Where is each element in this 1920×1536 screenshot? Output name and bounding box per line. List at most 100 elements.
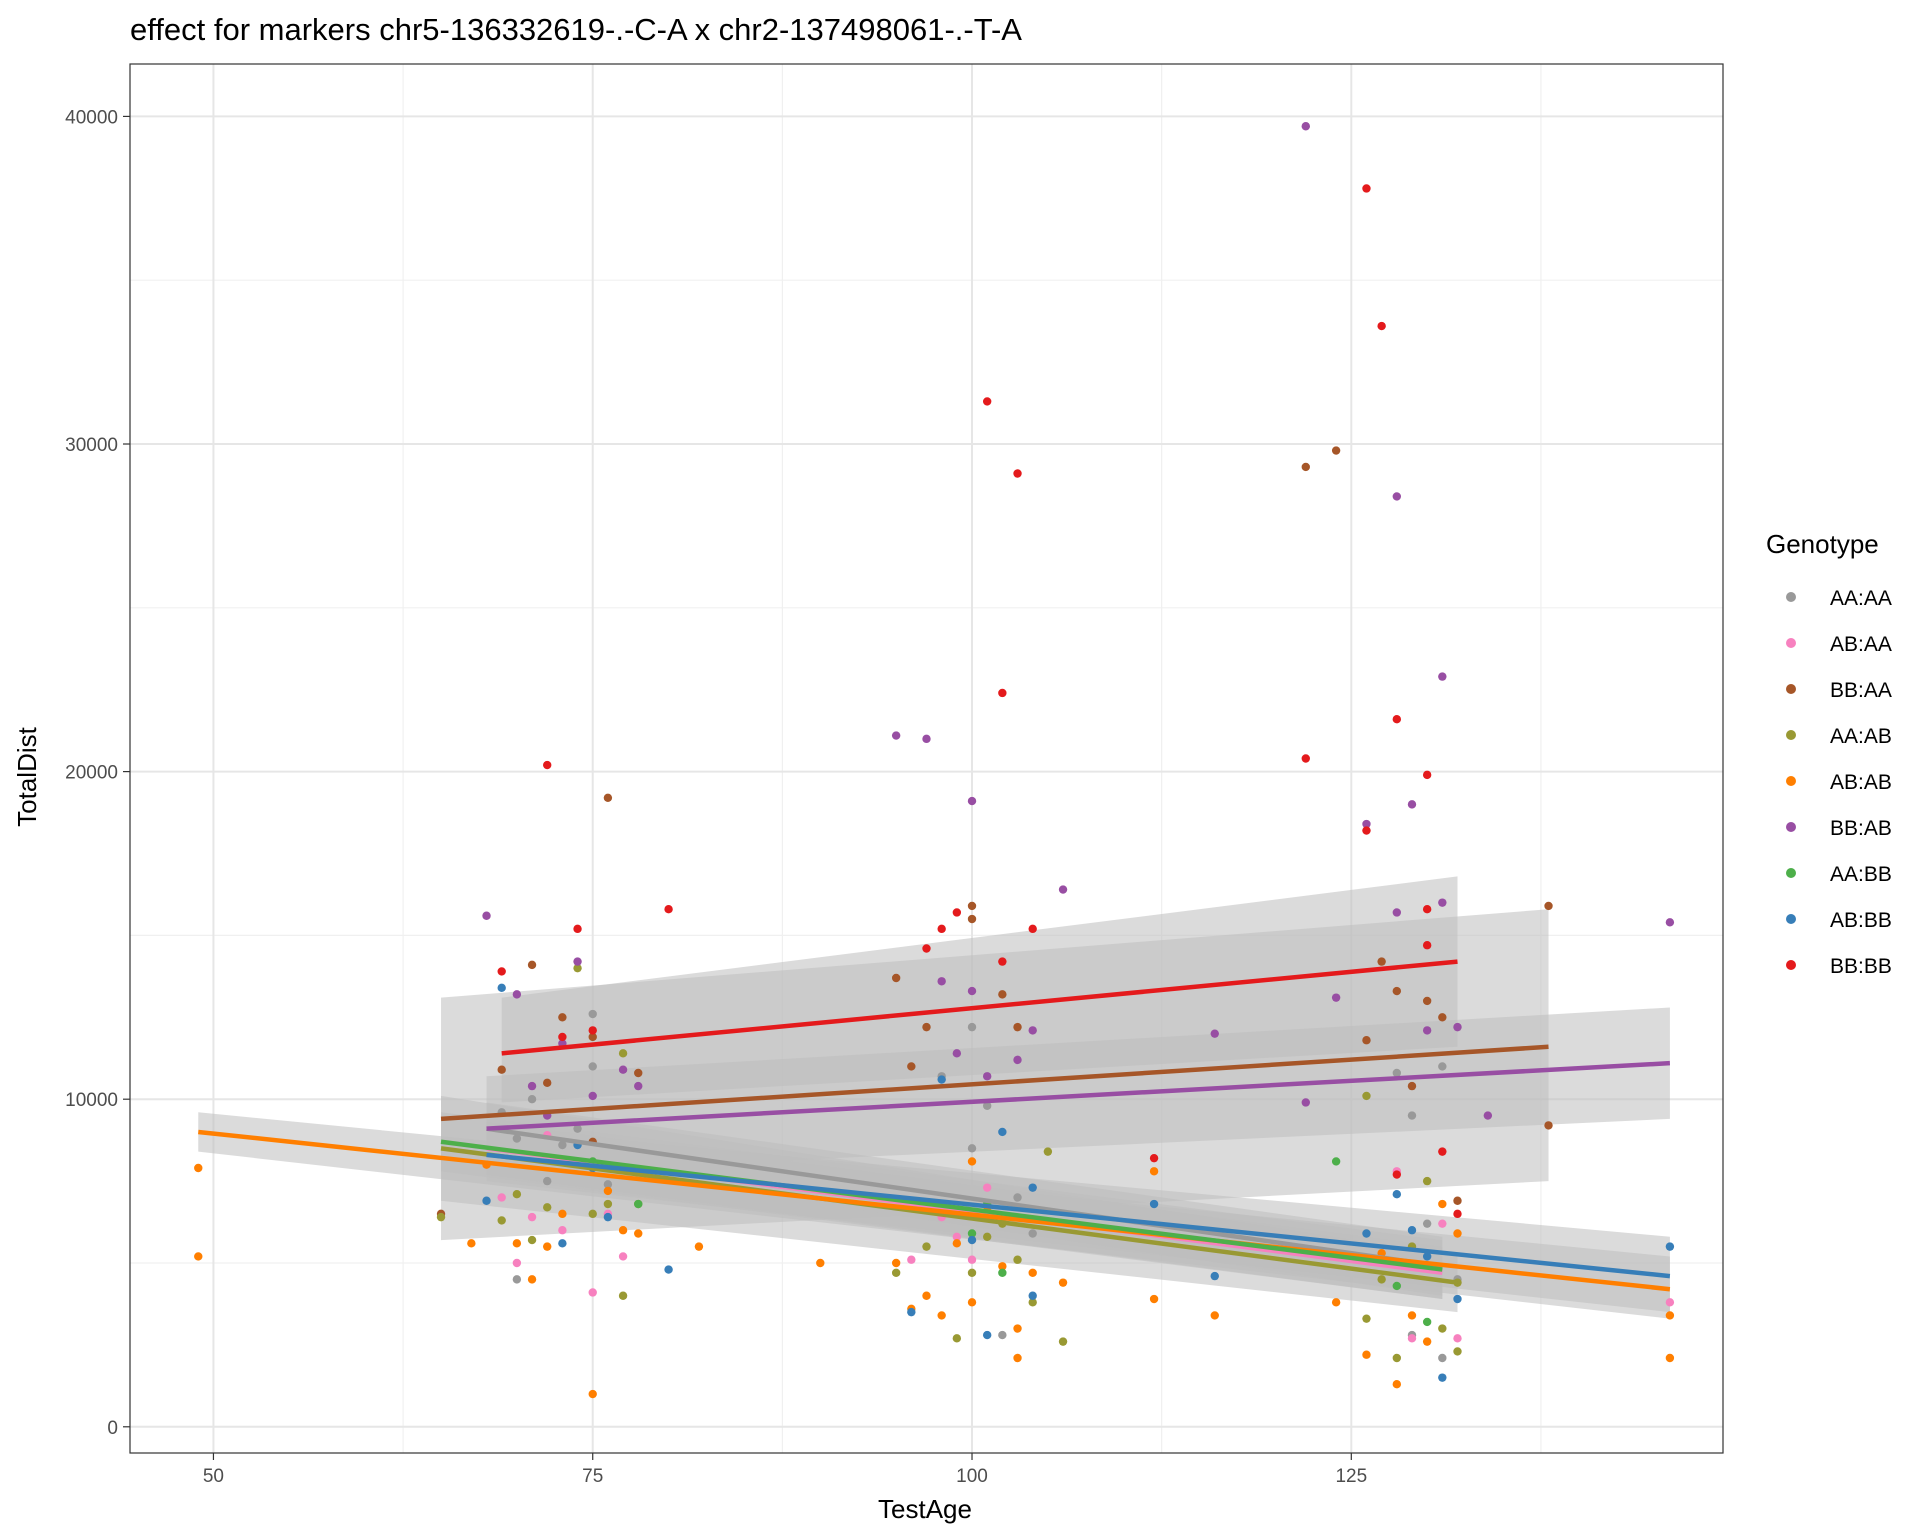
data-point: [1422, 1252, 1432, 1261]
fit-line: [501, 959, 1458, 1056]
data-point: [527, 1212, 537, 1222]
data-point: [891, 731, 901, 740]
data-point: [527, 960, 537, 970]
data-point: [588, 1026, 597, 1035]
data-point: [482, 911, 491, 920]
data-point: [694, 1242, 704, 1251]
data-point: [512, 1190, 522, 1199]
data-point: [1013, 1255, 1022, 1264]
data-point: [937, 1075, 946, 1084]
data-point: [1377, 321, 1386, 331]
data-point: [1422, 1176, 1432, 1186]
fit-line: [198, 1129, 1671, 1292]
data-point: [1362, 1229, 1371, 1238]
data-point: [664, 1265, 673, 1274]
data-point: [1028, 924, 1037, 934]
data-point: [1665, 1242, 1675, 1251]
data-point: [1301, 1098, 1310, 1107]
data-point: [573, 1124, 582, 1133]
data-point: [1392, 1353, 1402, 1363]
data-point: [907, 1255, 916, 1264]
y-tick-label: 20000: [65, 763, 118, 784]
data-point: [1422, 996, 1432, 1006]
data-point: [1407, 1334, 1417, 1343]
data-point: [1453, 1209, 1462, 1219]
data-point: [1453, 1294, 1462, 1304]
data-point: [558, 1239, 567, 1248]
data-point: [573, 924, 582, 934]
data-point: [1362, 826, 1371, 835]
data-point: [588, 1091, 597, 1101]
data-point: [1362, 1314, 1371, 1323]
data-point: [1438, 1199, 1447, 1209]
legend-label: AA:AB: [1830, 725, 1892, 748]
data-point: [1453, 1347, 1462, 1356]
data-point: [1013, 1193, 1022, 1202]
data-point: [558, 1140, 567, 1150]
data-point: [982, 1072, 992, 1081]
data-point: [1013, 469, 1022, 478]
data-point: [1210, 1311, 1219, 1320]
legend-label: AA:BB: [1830, 863, 1892, 886]
data-point: [543, 1176, 552, 1186]
data-point: [1028, 1229, 1037, 1238]
legend-key: [1786, 822, 1796, 832]
fit-line: [486, 1152, 1671, 1279]
data-point: [1407, 1226, 1417, 1235]
data-point: [967, 796, 977, 806]
legend-label: AB:AA: [1830, 633, 1892, 656]
data-point: [1058, 1278, 1068, 1287]
data-point: [1453, 1334, 1462, 1343]
data-point: [1392, 908, 1402, 917]
data-point: [1407, 1311, 1417, 1320]
legend: Genotype AA:AAAB:AABB:AAAA:ABAB:ABBB:ABA…: [1766, 529, 1892, 978]
legend-items: AA:AA AB:AA BB:AA AA:AB AB:AB BB:AB AA:BB AB:BB…: [1786, 587, 1892, 978]
data-point: [952, 1232, 962, 1241]
y-tick-label: 40000: [65, 107, 118, 128]
data-point: [1331, 993, 1341, 1002]
data-point: [573, 957, 582, 966]
data-point: [1544, 1121, 1553, 1130]
data-point: [967, 1229, 977, 1238]
data-point: [558, 1013, 567, 1022]
data-point: [952, 1239, 962, 1248]
data-point: [1392, 492, 1402, 501]
data-point: [967, 1235, 977, 1245]
data-point: [634, 1229, 643, 1238]
data-point: [816, 1258, 825, 1268]
data-point: [998, 1262, 1007, 1271]
data-point: [1149, 1153, 1159, 1163]
legend-key: [1786, 592, 1796, 602]
data-point: [1438, 672, 1447, 681]
legend-key: [1786, 914, 1796, 924]
data-point: [1438, 1219, 1447, 1228]
data-point: [1665, 1311, 1675, 1320]
x-tick-label: 50: [203, 1466, 224, 1487]
x-axis: 50 75 100 125: [203, 1453, 1367, 1487]
data-point: [967, 901, 977, 911]
legend-key: [1786, 868, 1796, 878]
data-point: [497, 983, 506, 993]
x-axis-title: TestAge: [878, 1494, 972, 1524]
data-point: [588, 1032, 597, 1042]
data-point: [588, 1288, 597, 1297]
data-point: [982, 1330, 992, 1340]
data-point: [527, 1275, 537, 1284]
fit-lines: [198, 959, 1671, 1292]
data-point: [922, 944, 931, 953]
data-point: [1362, 184, 1371, 193]
data-point: [1028, 1298, 1037, 1307]
y-tick-label: 30000: [65, 435, 118, 456]
data-point: [967, 914, 977, 924]
data-point: [482, 1196, 491, 1205]
data-point: [1331, 1298, 1341, 1307]
data-point: [543, 760, 552, 770]
data-point: [512, 1275, 522, 1284]
data-point: [967, 1144, 977, 1153]
data-point: [998, 1330, 1007, 1340]
fit-line: [486, 1126, 1443, 1269]
data-point: [527, 1235, 537, 1245]
data-point: [664, 904, 673, 914]
data-point: [618, 1252, 628, 1261]
data-point: [967, 1022, 977, 1032]
